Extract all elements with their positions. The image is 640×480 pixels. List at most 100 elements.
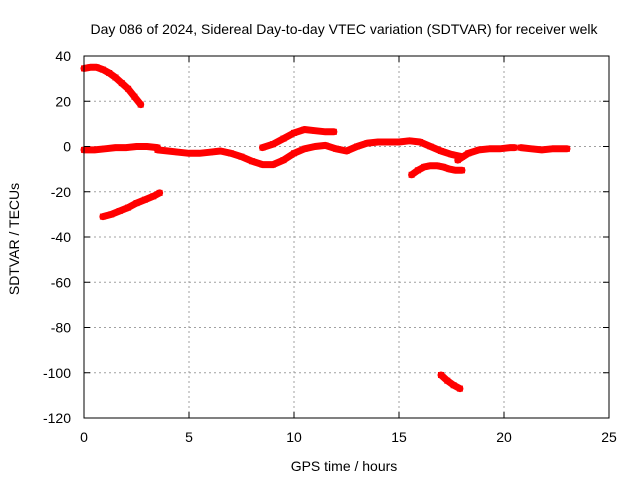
grid-lines <box>84 56 609 418</box>
data-point <box>450 382 457 389</box>
data-point <box>301 126 308 133</box>
data-point <box>528 145 535 152</box>
data-point <box>118 80 125 87</box>
data-point <box>456 385 463 392</box>
data-point <box>102 145 108 152</box>
data-point <box>228 150 234 157</box>
data-point <box>270 161 276 168</box>
data-point <box>156 189 163 196</box>
data-point <box>291 129 297 136</box>
data-point <box>259 161 266 168</box>
data-point <box>343 148 350 154</box>
data-point <box>452 167 459 174</box>
data-point <box>538 146 545 153</box>
data-point <box>444 377 451 384</box>
series-arc-1 <box>80 63 145 109</box>
data-point <box>165 148 171 154</box>
data-point <box>475 146 482 153</box>
data-point <box>150 193 157 200</box>
x-tick-label: 5 <box>185 429 193 445</box>
data-point <box>421 163 428 170</box>
data-point <box>448 151 455 158</box>
data-point <box>270 141 276 148</box>
data-point <box>322 128 329 135</box>
y-tick-label: -100 <box>43 365 71 381</box>
data-point <box>559 145 566 152</box>
data-point <box>330 128 337 135</box>
data-point <box>375 139 381 145</box>
data-point <box>99 213 106 220</box>
data-point <box>131 93 138 100</box>
data-point <box>427 143 434 150</box>
data-point <box>549 145 556 152</box>
data-point <box>417 139 423 145</box>
data-point <box>433 162 440 169</box>
data-point <box>312 143 318 150</box>
data-point <box>112 144 119 151</box>
data-point <box>91 146 98 153</box>
data-point <box>93 64 100 71</box>
y-tick-label: 0 <box>63 139 71 155</box>
data-point <box>333 145 339 152</box>
axis-ticks: 0 5 10 15 20 25 -120 -100 -80 -60 -40 -20 0 20 40 <box>43 48 617 445</box>
data-point <box>125 204 132 211</box>
data-point <box>427 162 434 169</box>
y-tick-label: -40 <box>51 229 71 245</box>
data-point <box>312 127 318 134</box>
data-point <box>446 166 453 173</box>
data-point <box>408 171 415 178</box>
data-point <box>396 139 402 145</box>
x-tick-label: 15 <box>391 429 407 445</box>
data-point <box>112 74 119 81</box>
data-point <box>123 144 129 151</box>
y-axis-label: SDTVAR / TECUs <box>6 183 22 295</box>
data-point <box>414 167 421 174</box>
y-tick-label: -20 <box>51 184 71 200</box>
data-point <box>133 200 140 207</box>
data-point <box>486 145 493 152</box>
data-point <box>259 144 266 151</box>
data-point <box>87 64 94 71</box>
data-point <box>207 149 213 156</box>
data-point <box>291 150 297 157</box>
data-point <box>137 101 144 108</box>
data-point <box>108 211 115 218</box>
data-point <box>438 148 444 154</box>
data-point <box>354 143 360 150</box>
data-point <box>496 145 503 152</box>
data-point <box>154 146 161 153</box>
data-point <box>364 140 371 147</box>
x-tick-label: 25 <box>601 429 617 445</box>
data-point <box>454 157 461 164</box>
data-point <box>125 85 132 92</box>
data-point <box>507 144 514 151</box>
x-tick-label: 20 <box>496 429 512 445</box>
data-point <box>141 196 148 203</box>
data-point <box>438 372 444 378</box>
y-tick-label: 20 <box>55 93 71 109</box>
data-point <box>217 148 224 154</box>
data-point <box>186 150 192 157</box>
y-tick-label: 40 <box>55 48 71 64</box>
data-point <box>280 135 287 142</box>
x-tick-label: 10 <box>286 429 302 445</box>
data-point <box>116 208 123 214</box>
y-tick-label: -60 <box>51 274 71 290</box>
data-point <box>175 149 182 156</box>
data-point <box>564 145 570 152</box>
x-tick-label: 0 <box>80 429 88 445</box>
data-point <box>249 158 255 165</box>
x-axis-label: GPS time / hours <box>291 458 398 474</box>
data-series <box>80 63 571 393</box>
data-point <box>196 150 203 157</box>
data-point <box>144 143 150 150</box>
data-point <box>406 137 413 144</box>
data-point <box>99 66 106 73</box>
chart-title: Day 086 of 2024, Sidereal Day-to-day VTE… <box>90 21 598 37</box>
data-point <box>465 150 472 157</box>
data-point <box>106 70 113 76</box>
data-point <box>280 157 287 164</box>
data-point <box>322 142 329 149</box>
data-point <box>385 139 392 145</box>
